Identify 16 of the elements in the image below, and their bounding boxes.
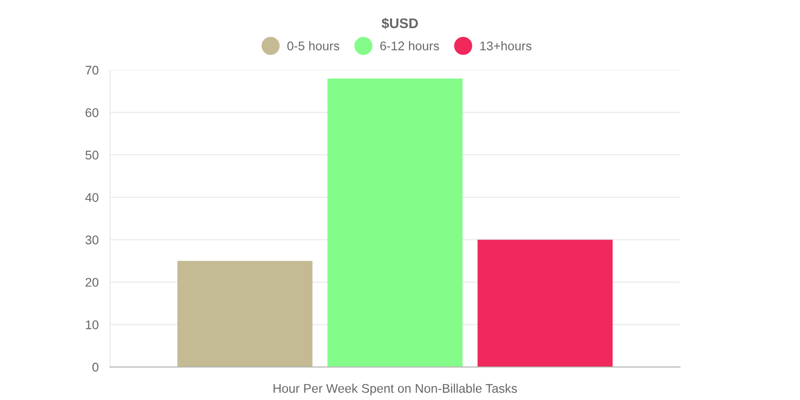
y-tick-label: 0 [92,362,98,372]
bar [478,240,613,367]
y-tick-label: 30 [85,236,98,244]
y-tick-label: 40 [85,193,98,202]
y-tick-label: 60 [86,108,98,118]
y-tick-label: 20 [86,278,98,287]
bar [177,260,312,367]
x-tick-label: Hour Per Week Spent on Non-Billable Tasks [274,384,517,396]
bar [327,78,463,367]
legend-label: 0-5 hours [287,41,340,50]
y-tick-label: 50 [85,150,98,160]
legend-label: 6-12 hours [380,41,439,50]
legend-label: 13+hours [480,41,532,50]
y-tick-label: 10 [86,320,98,330]
y-tick-label: 70 [86,66,98,75]
chart-title: $USD [382,18,418,30]
